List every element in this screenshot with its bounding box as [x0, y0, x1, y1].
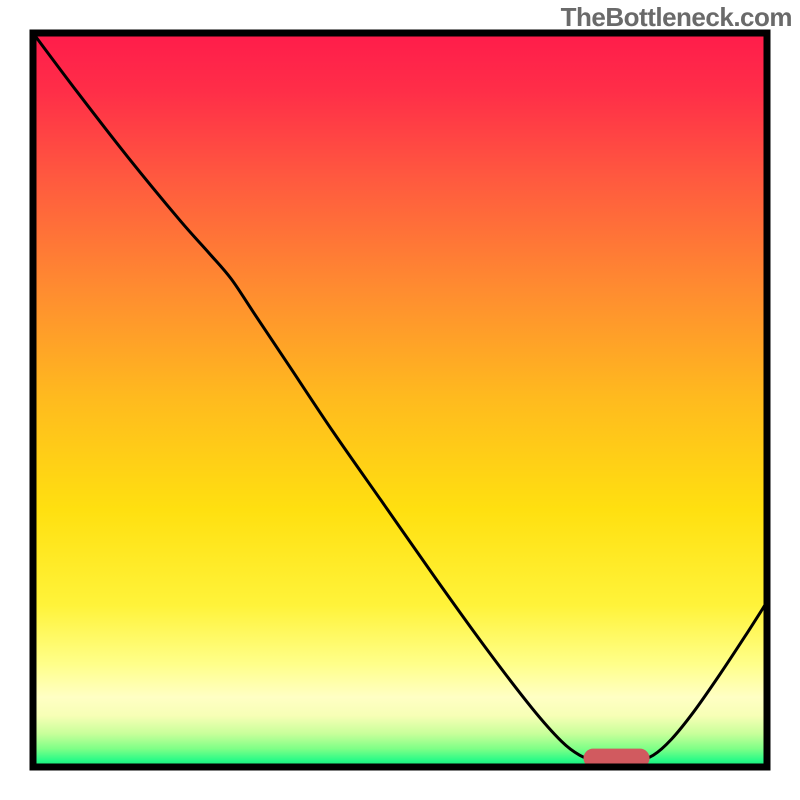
bottleneck-chart [0, 0, 800, 800]
figure-container: TheBottleneck.com [0, 0, 800, 800]
watermark-text: TheBottleneck.com [561, 2, 792, 33]
plot-background-gradient [33, 33, 767, 767]
